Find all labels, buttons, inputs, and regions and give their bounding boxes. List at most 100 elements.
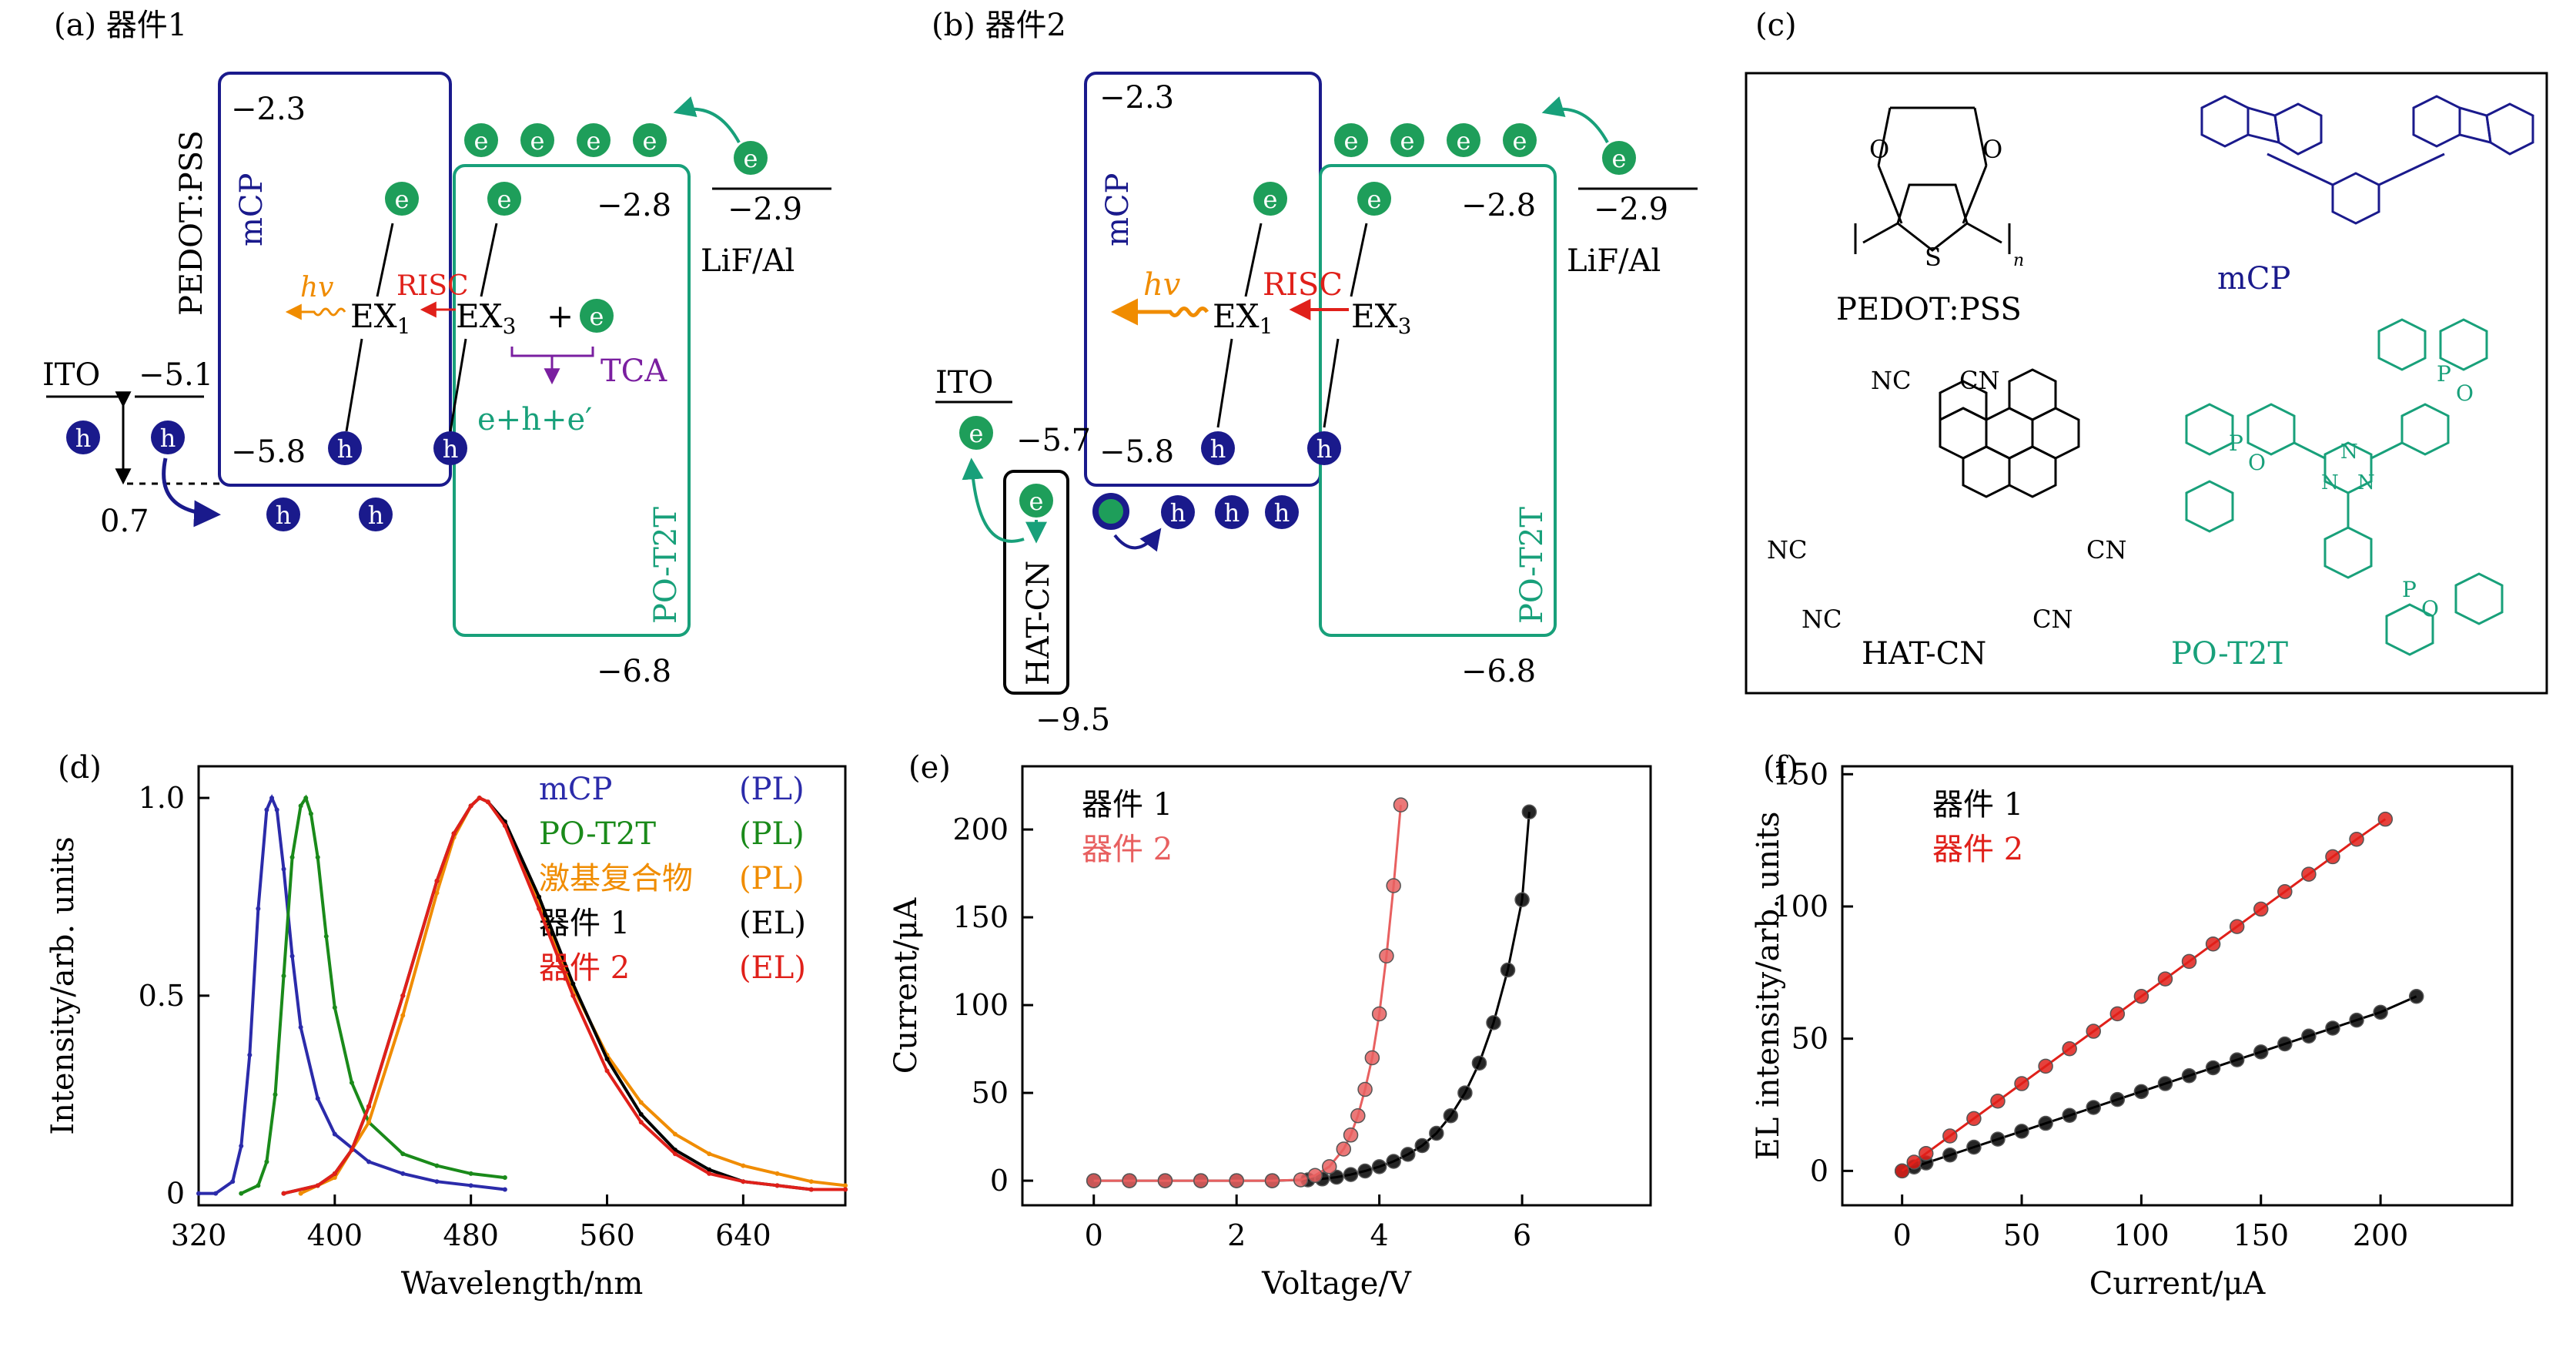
po-p: P [2402, 577, 2417, 602]
data-point [298, 803, 303, 809]
data-point [1357, 1163, 1373, 1179]
lif-label: LiF/Al [701, 243, 795, 279]
hole-row [359, 498, 393, 531]
data-point [468, 803, 473, 809]
data-point [2205, 1060, 2221, 1076]
pedot-n-subscript: n [2013, 251, 2024, 270]
data-point [2253, 901, 2269, 917]
y-tick-label: 50 [972, 1076, 1009, 1110]
data-point [808, 1187, 814, 1192]
data-point [468, 1183, 473, 1188]
data-point [1357, 1081, 1373, 1097]
data-point [2277, 1036, 2293, 1052]
data-point [1264, 1173, 1280, 1188]
ex1-label: EX1 [1213, 297, 1273, 339]
electron-text: e [1029, 487, 1044, 516]
hole-row [1265, 495, 1299, 529]
electron-po [487, 182, 521, 216]
electron [1503, 123, 1537, 157]
hatcn-name: HAT-CN [1862, 636, 1986, 672]
y-axis-label: Intensity/arb. units [45, 836, 81, 1134]
hat-low: −9.5 [1035, 702, 1110, 738]
exciplex-link [1323, 338, 1340, 428]
series-line [1093, 812, 1531, 1182]
data-point [1086, 1173, 1102, 1188]
data-point [2349, 832, 2364, 847]
data-point [1343, 1127, 1359, 1143]
plot-frame [1021, 765, 1652, 1207]
panel-label: (d) [58, 750, 102, 786]
electron-text: e [1367, 185, 1382, 214]
data-point [1193, 1173, 1209, 1188]
x-tick-label: 50 [2003, 1218, 2040, 1252]
risc-label: RISC [1263, 267, 1343, 303]
data-point [1343, 1167, 1359, 1182]
lumo-mcp: −2.3 [1099, 80, 1174, 116]
x-tick-label: 0 [1893, 1218, 1912, 1252]
data-point [2062, 1040, 2077, 1057]
data-point [332, 1171, 337, 1176]
data-point [332, 1175, 337, 1181]
po-t2t-name: PO-T2T [2171, 636, 2288, 672]
po-t2t-box [453, 164, 691, 637]
plus-sign: + [547, 297, 574, 335]
panel-c: (c) O O S n PEDOT:PSS [1745, 8, 2548, 695]
panel-b: (b) 器件2 mCP PO-T2T HAT-CN −2.3 −2.8 −2.9… [932, 8, 1698, 738]
data-point [213, 1191, 219, 1196]
data-point [1990, 1131, 2006, 1147]
po-n: N [2357, 471, 2375, 494]
data-point [289, 855, 295, 860]
data-point [570, 981, 576, 987]
data-point [2229, 919, 2245, 934]
y-tick-label: 100 [1772, 890, 1828, 923]
hole-text: h [160, 424, 176, 453]
data-point [1157, 1173, 1173, 1188]
data-point [366, 1159, 372, 1164]
x-tick-label: 2 [1227, 1218, 1246, 1252]
plot-frame [1841, 765, 2514, 1207]
data-point [256, 1183, 261, 1188]
exciplex-link [480, 223, 498, 297]
data-point [1990, 1093, 2006, 1109]
data-point [2325, 849, 2340, 865]
y-tick-label: 200 [952, 813, 1009, 846]
legend-tag: (EL) [739, 950, 806, 986]
data-point [1457, 1085, 1473, 1101]
y-axis-label: EL intensity/arb. units [1751, 812, 1786, 1161]
hatcn-cn: CN [2086, 535, 2126, 565]
y-tick-label: 0 [1810, 1154, 1828, 1188]
data-point [2181, 953, 2197, 970]
structures-frame [1745, 72, 2548, 695]
exciplex-link [449, 338, 467, 432]
data-point [2038, 1058, 2053, 1074]
po-o: O [2248, 450, 2266, 475]
tca-label: TCA [601, 353, 667, 389]
data-point [2205, 936, 2221, 952]
series-line [283, 796, 845, 1195]
data-point [741, 1179, 746, 1184]
panel-b-label: (b) 器件2 [932, 8, 1066, 43]
po-n: N [2321, 471, 2339, 494]
data-point [281, 866, 286, 872]
y-tick-label: 0 [166, 1177, 185, 1211]
ex1-label: EX1 [350, 297, 410, 339]
mcp-label: mCP [234, 173, 269, 246]
hole-mcp [1201, 431, 1235, 465]
data-point [2301, 866, 2317, 882]
data-point [315, 1183, 320, 1188]
legend-entry: 器件 1 [539, 906, 630, 941]
data-point [2253, 1044, 2269, 1060]
data-point [672, 1151, 677, 1157]
x-tick-label: 4 [1370, 1218, 1389, 1252]
hole-row [1215, 495, 1249, 529]
data-point [434, 1163, 440, 1168]
data-point [1894, 1163, 1910, 1179]
x-tick-label: 400 [307, 1218, 363, 1252]
data-point [2109, 1006, 2126, 1022]
x-tick-label: 6 [1513, 1218, 1531, 1252]
data-point [1386, 878, 1401, 893]
data-point [2086, 1100, 2101, 1115]
exciplex-link [345, 338, 363, 432]
data-point [707, 1151, 712, 1157]
